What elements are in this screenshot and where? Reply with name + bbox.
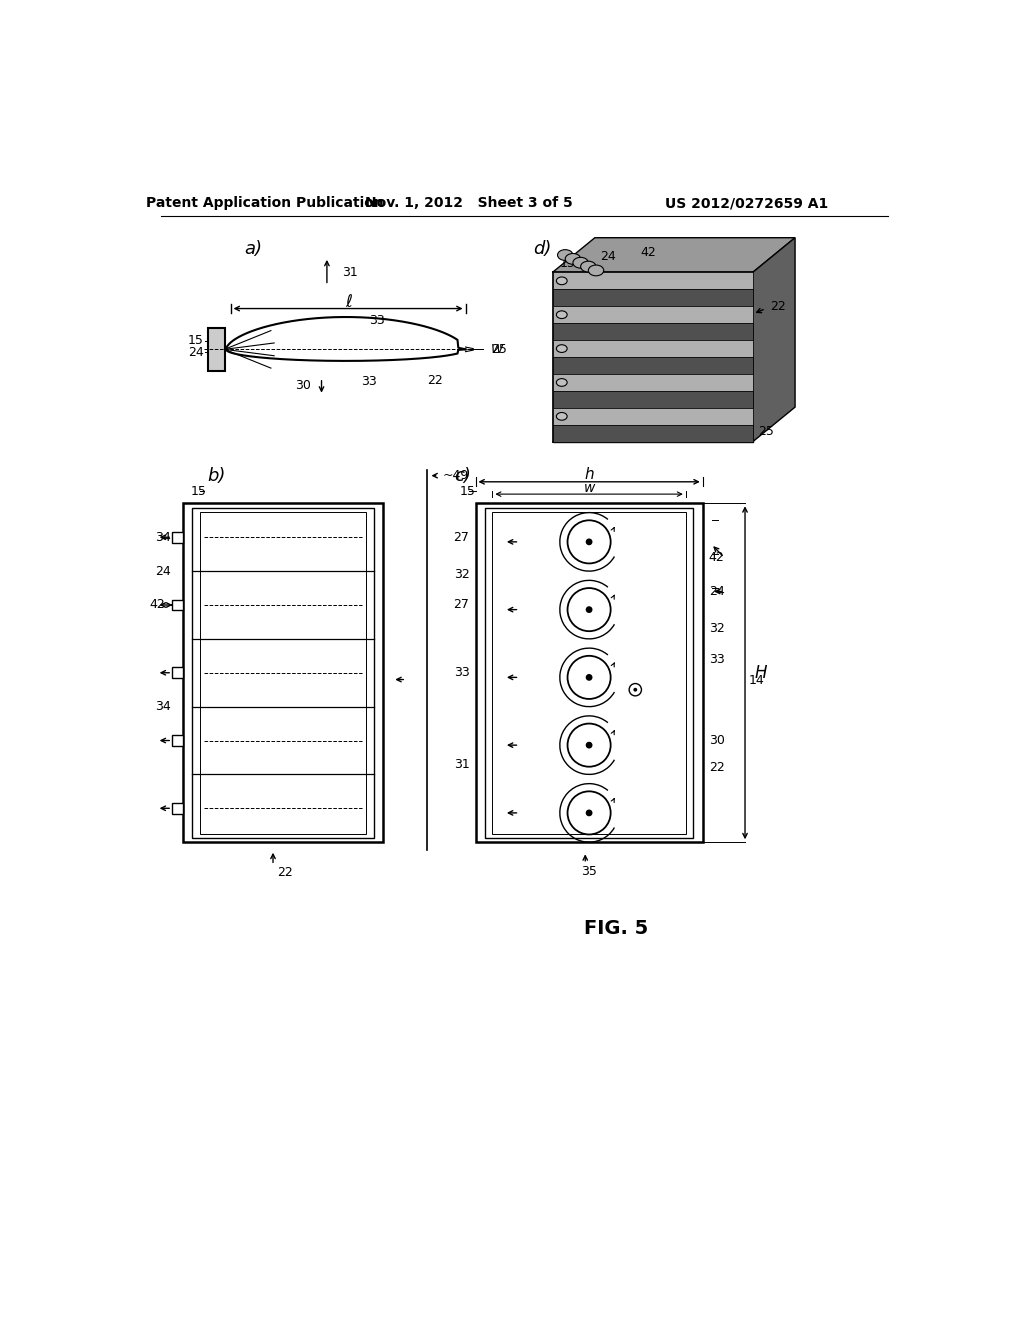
Text: w: w: [584, 480, 595, 495]
Bar: [172, 803, 183, 813]
Polygon shape: [553, 306, 753, 323]
Text: 25: 25: [758, 425, 774, 438]
Text: 32: 32: [709, 622, 725, 635]
Text: 22: 22: [709, 762, 725, 774]
Polygon shape: [553, 358, 753, 374]
Text: 15: 15: [559, 256, 575, 269]
Bar: [208, 327, 224, 371]
Bar: [172, 735, 183, 746]
Polygon shape: [553, 374, 753, 391]
Text: 22: 22: [770, 300, 785, 313]
Bar: [484, 508, 693, 837]
Text: 24: 24: [155, 565, 171, 578]
Polygon shape: [753, 238, 795, 442]
Text: 33: 33: [709, 652, 725, 665]
Polygon shape: [553, 289, 753, 306]
Text: Patent Application Publication: Patent Application Publication: [146, 197, 384, 210]
Text: 30: 30: [709, 734, 725, 747]
Text: 33: 33: [361, 375, 377, 388]
Text: 24: 24: [709, 585, 725, 598]
Ellipse shape: [556, 312, 567, 318]
Bar: [200, 512, 367, 834]
Bar: [193, 508, 374, 837]
Text: 15: 15: [187, 334, 204, 347]
Ellipse shape: [581, 261, 596, 272]
Text: 25: 25: [490, 343, 507, 356]
Circle shape: [587, 675, 592, 680]
Bar: [183, 503, 383, 842]
Text: 33: 33: [369, 314, 385, 326]
Text: H: H: [755, 664, 767, 681]
Text: 30: 30: [295, 379, 310, 392]
Text: 42: 42: [640, 246, 656, 259]
Polygon shape: [553, 341, 753, 358]
Ellipse shape: [565, 253, 581, 264]
Text: W: W: [490, 343, 503, 356]
Ellipse shape: [572, 257, 589, 268]
Text: 15: 15: [190, 484, 207, 498]
Text: 35: 35: [582, 865, 597, 878]
Text: 27: 27: [454, 531, 469, 544]
Ellipse shape: [589, 265, 604, 276]
Text: 42: 42: [150, 598, 165, 611]
Text: c): c): [454, 467, 471, 484]
Text: a): a): [245, 240, 262, 259]
Text: 31: 31: [342, 265, 358, 279]
Polygon shape: [553, 272, 753, 442]
Bar: [475, 503, 702, 842]
Polygon shape: [553, 238, 795, 272]
Text: 24: 24: [188, 346, 204, 359]
Text: 22: 22: [427, 374, 442, 387]
Text: 22: 22: [276, 866, 293, 879]
Circle shape: [587, 742, 592, 748]
Circle shape: [634, 688, 637, 692]
Ellipse shape: [556, 277, 567, 285]
Circle shape: [587, 539, 592, 545]
Polygon shape: [553, 391, 753, 408]
Text: 27: 27: [454, 598, 469, 611]
Ellipse shape: [556, 413, 567, 420]
Text: 34: 34: [155, 531, 171, 544]
Text: 15: 15: [460, 484, 476, 498]
Bar: [172, 668, 183, 678]
Text: US 2012/0272659 A1: US 2012/0272659 A1: [665, 197, 828, 210]
Polygon shape: [553, 323, 753, 341]
Polygon shape: [553, 272, 753, 289]
Text: b): b): [208, 467, 226, 484]
Text: 33: 33: [454, 667, 469, 680]
Bar: [493, 512, 686, 834]
Bar: [172, 599, 183, 610]
Text: ~49: ~49: [442, 469, 469, 482]
Text: 24: 24: [600, 251, 615, 264]
Text: Nov. 1, 2012   Sheet 3 of 5: Nov. 1, 2012 Sheet 3 of 5: [366, 197, 573, 210]
Text: 31: 31: [454, 758, 469, 771]
Text: 34: 34: [155, 700, 171, 713]
Bar: [172, 532, 183, 543]
Text: ℓ: ℓ: [345, 293, 352, 310]
Text: 14: 14: [749, 675, 765, 686]
Text: 42: 42: [709, 550, 725, 564]
Text: h: h: [585, 466, 594, 482]
Text: FIG. 5: FIG. 5: [584, 919, 648, 939]
Ellipse shape: [557, 249, 572, 260]
Polygon shape: [553, 408, 753, 425]
Ellipse shape: [556, 379, 567, 387]
Polygon shape: [553, 425, 753, 442]
Circle shape: [587, 607, 592, 612]
Circle shape: [587, 810, 592, 816]
Text: 32: 32: [454, 569, 469, 582]
Ellipse shape: [556, 345, 567, 352]
Text: d): d): [534, 240, 552, 259]
